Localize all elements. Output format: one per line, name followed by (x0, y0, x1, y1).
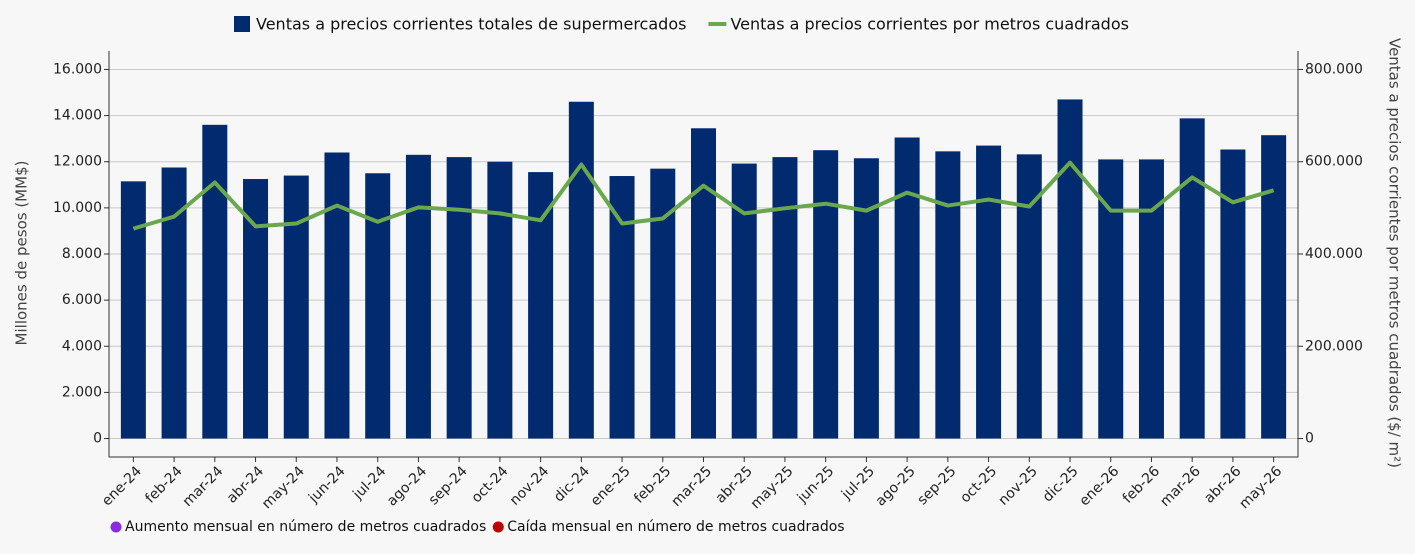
y-tick-label: 10.000 (53, 200, 102, 216)
y-tick-label: 16.000 (53, 61, 102, 77)
y2-tick-label: 800.000 (1305, 61, 1363, 77)
y-tick-label: 6.000 (62, 292, 102, 308)
y-axis-title: Millones de pesos (MM$) (13, 161, 31, 346)
x-tick-label: ago-24 (384, 463, 430, 509)
bar (1016, 154, 1042, 439)
x-tick-label: ene-24 (99, 463, 145, 509)
x-tick-label: sep-25 (914, 463, 959, 508)
y2-tick-label: 0 (1305, 431, 1314, 447)
y-tick-label: 0 (93, 431, 102, 447)
x-tick-label: nov-24 (507, 463, 552, 508)
bar (1261, 135, 1287, 439)
x-tick-label: feb-25 (631, 463, 674, 506)
x-tick-label: mar-26 (1157, 463, 1204, 510)
x-tick-label: ago-25 (873, 463, 919, 509)
note-dot (110, 521, 122, 533)
x-tick-label: feb-24 (142, 463, 185, 506)
x-tick-label: dic-25 (1040, 463, 1082, 505)
bar (487, 161, 513, 439)
bar (324, 152, 350, 439)
x-tick-label: ene-25 (588, 463, 634, 509)
x-tick-label: mar-25 (669, 463, 716, 510)
x-tick-label: sep-24 (426, 463, 471, 508)
y-tick-label: 2.000 (62, 384, 102, 400)
x-tick-label: nov-25 (996, 463, 1041, 508)
x-tick-label: may-25 (748, 463, 797, 512)
legend-swatch (234, 16, 250, 32)
y-tick-label: 4.000 (62, 338, 102, 354)
bar (161, 167, 187, 439)
x-tick-label: jun-25 (794, 463, 837, 506)
y2-tick-label: 400.000 (1305, 246, 1363, 262)
y2-tick-label: 200.000 (1305, 338, 1363, 354)
bar (1179, 118, 1205, 439)
bar (1098, 159, 1124, 439)
y-tick-label: 12.000 (53, 154, 102, 170)
bar (283, 175, 309, 439)
bar (1220, 149, 1246, 439)
note-label: Aumento mensual en número de metros cuad… (125, 519, 486, 535)
bar (853, 158, 879, 439)
bar (1057, 99, 1083, 439)
bar (202, 124, 228, 439)
y2-tick-label: 600.000 (1305, 154, 1363, 170)
y2-axis-title: Ventas a precios corrientes por metros c… (1386, 38, 1404, 468)
bar (731, 163, 757, 439)
x-tick-label: jun-24 (305, 463, 349, 507)
bar (405, 154, 431, 439)
bar (772, 157, 798, 439)
x-tick-label: oct-25 (957, 463, 1000, 506)
y-tick-label: 8.000 (62, 246, 102, 262)
x-tick-label: may-24 (259, 463, 308, 512)
note-label: Caída mensual en número de metros cuadra… (507, 519, 844, 535)
bar (528, 172, 554, 439)
bar (813, 150, 839, 439)
x-tick-label: oct-24 (469, 463, 512, 506)
legend-label: Ventas a precios corrientes totales de s… (256, 15, 686, 34)
bar (243, 179, 269, 439)
bar (894, 137, 920, 439)
legend-label: Ventas a precios corrientes por metros c… (730, 15, 1129, 34)
bar (365, 173, 391, 439)
y-tick-label: 14.000 (53, 108, 102, 124)
bar (691, 128, 716, 439)
x-tick-label: mar-24 (180, 463, 227, 510)
x-tick-label: dic-24 (551, 463, 593, 505)
note-dot (492, 521, 504, 533)
bar (120, 181, 146, 439)
x-tick-label: jul-25 (838, 463, 878, 503)
x-tick-label: ene-26 (1076, 463, 1122, 509)
bar (609, 176, 635, 439)
bar (976, 145, 1002, 439)
x-tick-label: feb-26 (1120, 463, 1163, 506)
line (132, 160, 1275, 231)
bar (935, 151, 961, 439)
bar (568, 101, 594, 439)
bar (446, 157, 472, 439)
x-tick-label: may-26 (1236, 463, 1285, 512)
